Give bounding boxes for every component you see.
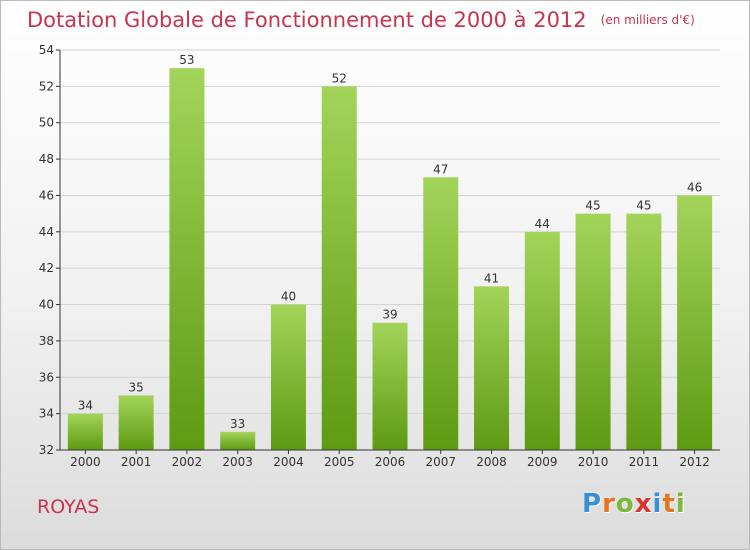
data-label: 52	[332, 71, 347, 85]
chart-title-text: Dotation Globale de Fonctionnement de 20…	[27, 8, 587, 32]
y-tick-label: 38	[39, 334, 54, 348]
y-tick-label: 52	[39, 79, 54, 93]
y-tick-label: 36	[39, 370, 54, 384]
bar-2006	[372, 322, 408, 450]
x-tick-label: 2001	[121, 455, 152, 469]
x-tick-label: 2010	[578, 455, 609, 469]
logo-letter: r	[602, 489, 616, 519]
data-label: 53	[179, 53, 194, 67]
logo-letter: o	[615, 489, 635, 519]
logo-letter: i	[652, 489, 663, 519]
x-tick-label: 2002	[172, 455, 203, 469]
data-label: 45	[585, 199, 600, 213]
bar-2005	[321, 86, 357, 450]
x-tick-label: 2006	[375, 455, 406, 469]
y-tick-label: 46	[39, 188, 54, 202]
x-tick-label: 2007	[425, 455, 456, 469]
data-label: 35	[129, 380, 144, 394]
data-label: 45	[636, 199, 651, 213]
chart-title: Dotation Globale de Fonctionnement de 20…	[27, 8, 695, 32]
data-label: 47	[433, 162, 448, 176]
data-label: 40	[281, 290, 296, 304]
axes	[56, 49, 720, 454]
bar-2009	[524, 231, 560, 450]
bar-2011	[626, 213, 662, 450]
x-tick-label: 2009	[527, 455, 558, 469]
y-tick-label: 44	[39, 225, 54, 239]
y-tick-label: 42	[39, 261, 54, 275]
x-tick-label: 2003	[222, 455, 253, 469]
data-label: 41	[484, 271, 499, 285]
y-tick-label: 48	[39, 152, 54, 166]
logo-letter: t	[662, 489, 676, 519]
bar-2007	[423, 177, 459, 451]
x-tick-label: 2008	[476, 455, 507, 469]
logo-letter: P	[582, 489, 603, 519]
bars	[67, 68, 713, 451]
data-label: 34	[78, 399, 93, 413]
x-tick-label: 2011	[629, 455, 660, 469]
bar-2008	[474, 286, 510, 450]
y-tick-label: 32	[39, 443, 54, 457]
data-label: 46	[687, 180, 702, 194]
y-tick-label: 40	[39, 298, 54, 312]
y-tick-label: 34	[39, 407, 54, 421]
bar-2004	[270, 304, 306, 450]
y-tick-label: 50	[39, 116, 54, 130]
proxiti-logo: Proxiti	[582, 489, 686, 519]
bar-2010	[575, 213, 611, 450]
labels: 32 34 36 38 40 42 44 46 48 50 52 54 34 2000 35 2001 53 20…	[39, 43, 710, 469]
logo-letter: x	[634, 489, 653, 519]
x-tick-label: 2000	[70, 455, 101, 469]
x-tick-label: 2012	[679, 455, 710, 469]
chart-subtitle: (en milliers d'€)	[600, 13, 695, 27]
bar-2001	[118, 395, 154, 450]
commune-name: ROYAS	[37, 496, 100, 518]
bar-2003	[220, 431, 256, 450]
x-tick-label: 2005	[324, 455, 355, 469]
bar-2002	[169, 68, 205, 450]
bar-2000	[67, 413, 103, 450]
bar-2012	[677, 195, 713, 450]
x-tick-label: 2004	[273, 455, 304, 469]
data-label: 33	[230, 417, 245, 431]
data-label: 39	[382, 308, 397, 322]
y-tick-label: 54	[39, 43, 54, 57]
logo-letter: i	[675, 489, 686, 519]
data-label: 44	[535, 217, 550, 231]
